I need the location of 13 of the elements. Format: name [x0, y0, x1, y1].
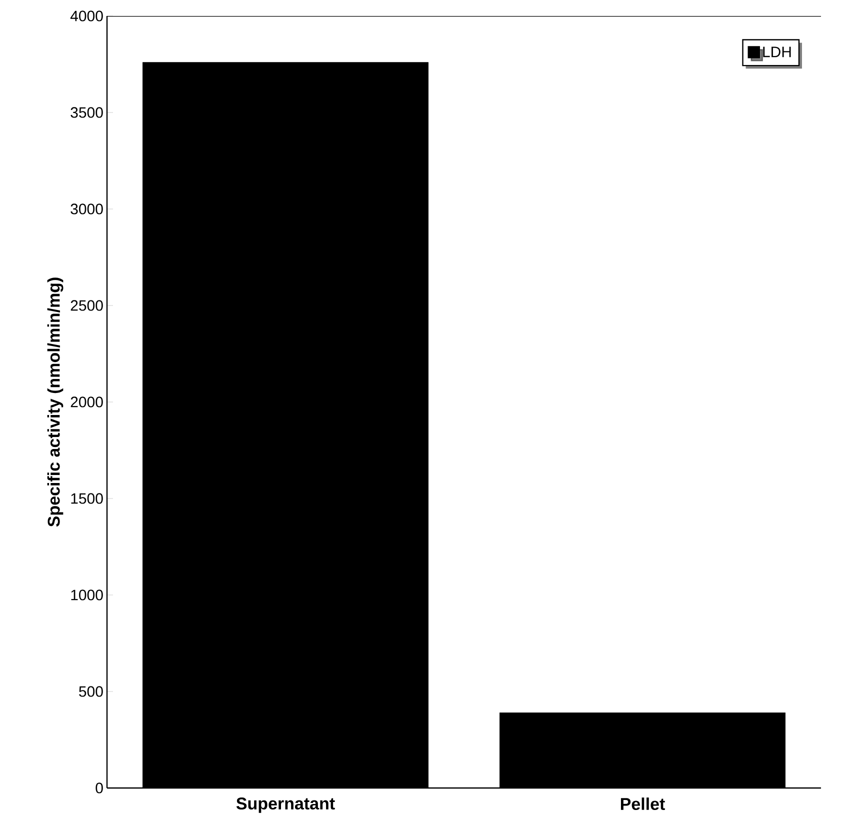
- x-tick-label: Supernatant: [236, 798, 335, 813]
- y-axis-title: Specific activity (nmol/min/mg): [47, 278, 64, 527]
- y-tick-label: 2500: [70, 300, 103, 311]
- y-tick-label: 3000: [70, 204, 103, 214]
- y-tick-label: 4000: [70, 10, 103, 22]
- y-tick-label: 3500: [70, 107, 103, 118]
- y-tick-label: 1000: [71, 590, 103, 600]
- legend-label: LDH: [763, 46, 791, 58]
- y-tick-label: 0: [96, 782, 103, 794]
- y-tick-label: 2000: [70, 396, 103, 408]
- y-tick-label: 1500: [71, 493, 103, 504]
- x-tick-label: Pellet: [620, 798, 665, 810]
- y-tick-label: 500: [79, 686, 103, 697]
